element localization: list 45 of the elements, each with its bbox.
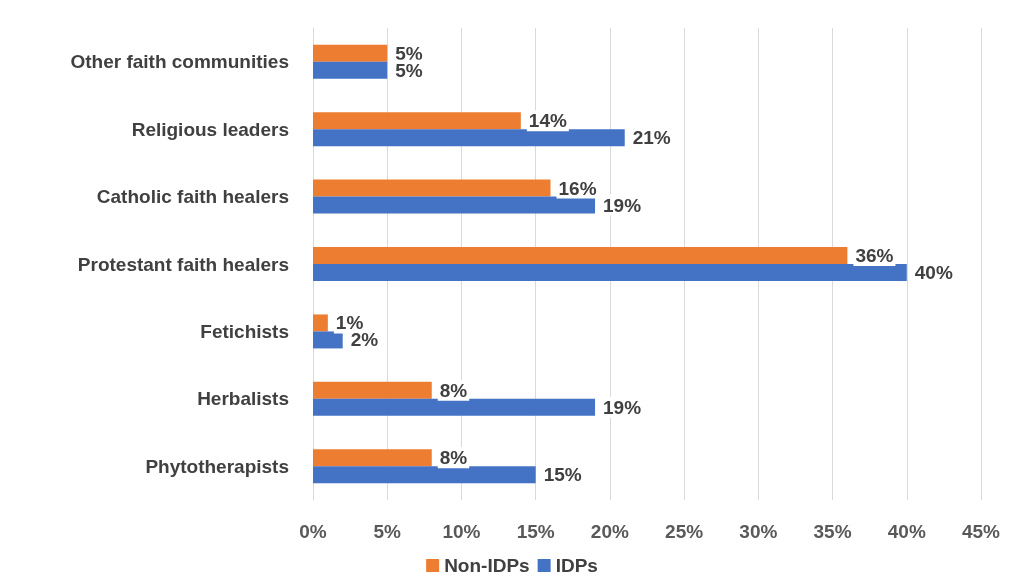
y-tick-label: Religious leaders (131, 118, 289, 140)
bar (313, 179, 551, 197)
bar (313, 381, 432, 399)
y-tick-label: Fetichists (200, 320, 289, 342)
data-label: 36% (855, 245, 894, 266)
bar (313, 129, 625, 147)
x-tick-label: 25% (665, 521, 704, 542)
bar (313, 44, 388, 62)
data-label: 19% (603, 194, 642, 216)
x-tick-label: 40% (887, 521, 926, 542)
bar (313, 466, 536, 484)
bar (313, 314, 328, 332)
y-tick-label: Herbalists (197, 388, 289, 410)
x-tick-label: 0% (299, 521, 327, 542)
bar (313, 398, 596, 416)
data-label: 8% (439, 379, 468, 401)
x-tick-label: 5% (373, 521, 402, 542)
bar (313, 331, 343, 349)
x-tick-label: 30% (739, 521, 778, 542)
legend-label: Non-IDPs (444, 555, 530, 576)
x-tick-label: 35% (813, 521, 852, 542)
bar (313, 61, 388, 79)
data-label: 21% (632, 127, 671, 149)
data-label: 16% (558, 177, 597, 199)
data-label: 15% (543, 464, 582, 486)
x-tick-label: 15% (516, 521, 555, 542)
x-tick-label: 20% (590, 521, 630, 542)
y-tick-label: Catholic faith healers (96, 186, 289, 208)
y-tick-label: Phytotherapists (145, 455, 289, 477)
y-tick-label: Other faith communities (70, 51, 289, 73)
data-label: 40% (914, 262, 953, 283)
legend-label: IDPs (555, 555, 598, 576)
x-tick-label: 10% (442, 521, 481, 542)
y-tick-label: Protestant faith healers (77, 253, 289, 275)
bar (313, 196, 596, 214)
bar (313, 264, 907, 281)
data-label: 1% (335, 312, 364, 334)
bar (313, 449, 432, 467)
data-label: 19% (603, 396, 642, 418)
bar (313, 112, 521, 130)
data-label: 14% (528, 110, 567, 132)
bar (313, 247, 848, 264)
data-label: 8% (439, 447, 468, 469)
x-tick-label: 45% (961, 521, 1001, 542)
data-label: 5% (395, 59, 423, 81)
